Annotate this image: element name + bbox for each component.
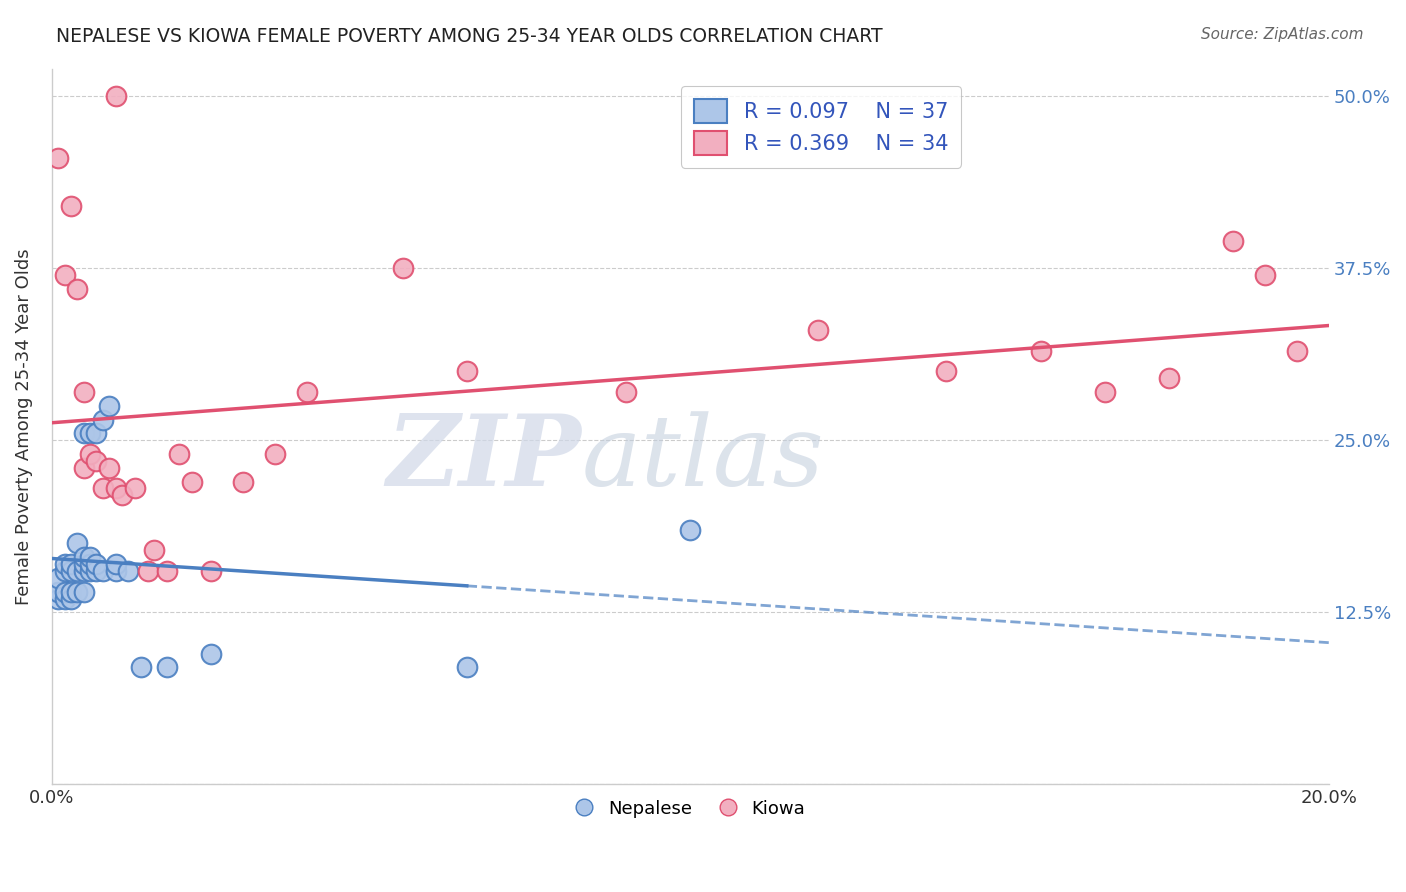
Point (46, 584, 69, 599)
Point (91, 412, 114, 426)
Point (86, 454, 108, 468)
Point (46, 591, 69, 606)
Point (616, 385, 638, 400)
Legend: Nepalese, Kiowa: Nepalese, Kiowa (568, 793, 813, 825)
Point (1094, 385, 1116, 400)
Point (104, 482, 127, 496)
Point (73, 426, 96, 441)
Point (66, 536, 89, 550)
Point (53, 268, 76, 282)
Point (59, 557, 82, 571)
Point (73, 557, 96, 571)
Point (1222, 234, 1244, 248)
Point (66, 564, 89, 578)
Point (181, 475, 204, 489)
Point (117, 564, 139, 578)
Point (79, 447, 101, 461)
Point (59, 199, 82, 213)
Point (86, 557, 108, 571)
Point (79, 426, 101, 441)
Point (53, 557, 76, 571)
Point (46, 571, 69, 585)
Point (142, 543, 165, 558)
Point (59, 564, 82, 578)
Point (129, 660, 152, 674)
Point (104, 564, 127, 578)
Point (46, 151, 69, 165)
Point (295, 385, 318, 400)
Point (136, 564, 159, 578)
Point (392, 261, 415, 276)
Point (53, 584, 76, 599)
Point (111, 488, 134, 502)
Point (104, 557, 127, 571)
Point (59, 591, 82, 606)
Point (73, 550, 96, 565)
Point (456, 660, 478, 674)
Point (156, 564, 179, 578)
Y-axis label: Female Poverty Among 25-34 Year Olds: Female Poverty Among 25-34 Year Olds (15, 248, 32, 605)
Point (1159, 371, 1181, 385)
Point (79, 550, 101, 565)
Point (200, 564, 222, 578)
Point (98, 460, 121, 475)
Point (73, 584, 96, 599)
Point (86, 426, 108, 441)
Point (156, 660, 179, 674)
Text: ZIP: ZIP (387, 410, 582, 507)
Point (98, 399, 121, 413)
Point (53, 564, 76, 578)
Point (79, 557, 101, 571)
Point (169, 447, 191, 461)
Point (124, 482, 146, 496)
Point (200, 647, 222, 661)
Point (73, 564, 96, 578)
Point (679, 523, 702, 537)
Point (91, 564, 114, 578)
Text: NEPALESE VS KIOWA FEMALE POVERTY AMONG 25-34 YEAR OLDS CORRELATION CHART: NEPALESE VS KIOWA FEMALE POVERTY AMONG 2… (56, 27, 883, 45)
Point (66, 584, 89, 599)
Point (66, 282, 89, 296)
Point (53, 591, 76, 606)
Text: Source: ZipAtlas.com: Source: ZipAtlas.com (1201, 27, 1364, 42)
Point (264, 447, 287, 461)
Point (104, 89, 127, 103)
Point (73, 385, 96, 400)
Point (73, 460, 96, 475)
Point (1254, 268, 1277, 282)
Point (86, 564, 108, 578)
Point (1031, 343, 1053, 358)
Point (232, 475, 254, 489)
Point (456, 364, 478, 378)
Point (91, 482, 114, 496)
Point (1285, 343, 1308, 358)
Point (79, 564, 101, 578)
Point (59, 584, 82, 599)
Text: atlas: atlas (582, 411, 824, 507)
Point (935, 364, 957, 378)
Point (807, 323, 830, 337)
